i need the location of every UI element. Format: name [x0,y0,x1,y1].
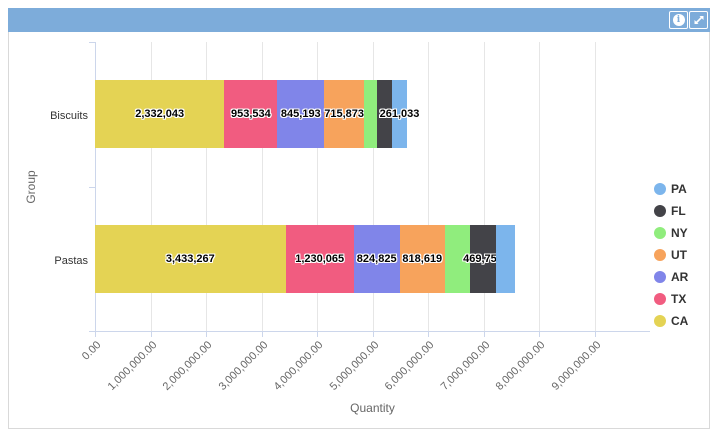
grid-line [150,42,152,331]
bar-value-label: 824,825 [356,252,397,265]
x-tick-label: 9,000,000.00 [549,339,603,393]
legend-item-ca[interactable]: CA [654,310,688,332]
x-axis-tick [150,331,152,337]
chart-widget: i Group Quantity PA FL NY UT AR TX CA 0.00 1,00… [8,8,710,429]
bar-segment-pa-pastas[interactable] [496,224,516,293]
x-tick-label: 5,000,000.00 [327,339,381,393]
x-tick-label: 4,000,000.00 [271,339,326,393]
legend-item-ny[interactable]: NY [654,222,688,244]
category-label: Pastas [54,254,88,267]
bar-segment-ny-pastas[interactable] [445,224,470,293]
bar-segment-ny-biscuits[interactable] [364,80,378,149]
x-tick-label: 7,000,000.00 [438,339,492,393]
bar-value-label: 818,619 [402,252,443,265]
bar-value-label: 3,433,267 [165,252,215,265]
bar-value-label: 715,873 [324,108,364,121]
x-axis-tick [594,331,596,337]
legend-marker-icon [654,183,666,195]
legend-label: PA [671,182,687,196]
info-button[interactable]: i [669,11,688,29]
grid-line [428,42,429,331]
chart-area: Group Quantity PA FL NY UT AR TX CA 0.00 1,000,… [8,32,710,429]
legend-item-ar[interactable]: AR [654,266,688,288]
x-axis-tick [372,331,374,337]
grid-line [483,42,485,331]
legend-label: CA [671,314,689,328]
bar-segment-ut-biscuits[interactable] [324,80,364,149]
widget-header: i [8,8,710,32]
bar-segment-ar-pastas[interactable] [353,224,400,293]
y-axis-tick [89,331,95,332]
legend-item-fl[interactable]: FL [654,200,688,222]
x-axis-tick [206,331,207,337]
bar-segment-ut-pastas[interactable] [399,224,445,293]
legend-label: NY [671,226,688,240]
bar-value-label: 2,332,043 [135,108,185,121]
bar-value-label: 469,756 [463,252,503,265]
x-axis-tick [428,331,429,337]
bar-segment-ca-biscuits[interactable] [95,80,225,149]
legend-item-pa[interactable]: PA [654,178,688,200]
x-axis-tick [317,331,318,337]
grid-line [317,42,318,331]
x-tick-label: 6,000,000.00 [382,339,437,393]
y-axis-line [95,42,96,331]
legend-label: AR [671,270,689,284]
x-tick-label: 8,000,000.00 [493,339,548,393]
bar-segment-tx-pastas[interactable] [285,224,354,293]
bar-segment-ar-biscuits[interactable] [277,80,325,149]
bar-value-label: 953,534 [231,108,271,121]
bar-value-label: 845,193 [280,108,321,121]
x-axis-tick [261,331,263,337]
y-axis-tick [89,42,95,43]
legend-label: UT [671,248,687,262]
legend-item-ut[interactable]: UT [654,244,688,266]
x-tick-label: 1,000,000.00 [105,339,159,393]
legend-marker-icon [654,249,666,261]
grid-line [206,42,207,331]
grid-line [372,42,374,331]
legend-label: TX [671,292,687,306]
legend-marker-icon [654,271,666,283]
legend-marker-icon [654,227,666,239]
bar-segment-tx-biscuits[interactable] [224,80,278,149]
bar-value-label: 1,230,065 [295,252,345,265]
maximize-icon [693,14,705,26]
legend-marker-icon [654,293,666,305]
x-axis-tick [483,331,485,337]
bar-segment-ca-pastas[interactable] [95,224,286,293]
grid-line [261,42,263,331]
x-axis-title: Quantity [350,401,395,415]
maximize-button[interactable] [689,11,708,29]
bar-segment-pa-biscuits[interactable] [392,80,407,149]
legend-marker-icon [654,315,666,327]
x-tick-label: 3,000,000.00 [216,339,270,393]
x-tick-label: 0.00 [79,339,104,363]
y-axis-tick [89,186,95,188]
y-axis-title: Group [24,169,38,204]
grid-line [539,42,540,331]
category-label: Biscuits [50,110,88,123]
bar-segment-fl-pastas[interactable] [470,224,497,293]
x-axis-tick [95,331,96,337]
legend: PA FL NY UT AR TX CA [654,178,688,332]
x-tick-label: 2,000,000.00 [160,339,215,393]
bar-segment-fl-biscuits[interactable] [377,80,393,149]
info-icon: i [672,14,685,26]
legend-marker-icon [654,205,666,217]
grid-line [594,42,596,331]
legend-item-tx[interactable]: TX [654,288,688,310]
bar-value-label: 261,033 [379,108,420,121]
legend-label: FL [671,204,686,218]
x-axis-tick [539,331,540,337]
